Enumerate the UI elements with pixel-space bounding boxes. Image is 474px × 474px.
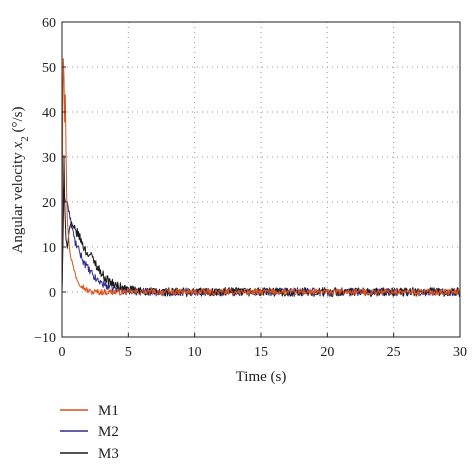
y-tick-label: 10 xyxy=(42,241,56,256)
y-tick-label: 40 xyxy=(42,106,56,121)
y-ticks: −10 0 10 20 30 40 50 60 xyxy=(34,16,66,346)
x-tick-label: 0 xyxy=(59,345,66,360)
x-ticks: 0 5 10 15 20 25 30 xyxy=(59,333,467,360)
legend-label-m1: M1 xyxy=(98,403,119,419)
x-tick-label: 10 xyxy=(188,345,202,360)
y-axis-label: Angular velocity x2 (°/s) xyxy=(10,107,31,254)
legend-item-m1: M1 xyxy=(60,403,119,419)
series-line-m3 xyxy=(61,154,461,297)
y-tick-label: 50 xyxy=(42,61,56,76)
x-tick-label: 5 xyxy=(125,345,132,360)
series-lines xyxy=(61,58,461,297)
y-tick-label: 20 xyxy=(42,196,56,211)
legend-item-m2: M2 xyxy=(60,424,119,440)
y-tick-label: 30 xyxy=(42,151,56,166)
y-axis-label-sub: 2 xyxy=(19,136,31,142)
series-line-m1 xyxy=(61,58,461,296)
series-line-m2 xyxy=(61,184,461,297)
y-tick-label: −10 xyxy=(34,331,56,346)
legend-label-m2: M2 xyxy=(98,424,119,440)
legend-item-m3: M3 xyxy=(60,446,119,462)
legend-label-m3: M3 xyxy=(98,446,119,462)
x-tick-label: 25 xyxy=(387,345,401,360)
x-tick-label: 20 xyxy=(320,345,334,360)
y-axis-label-suffix: (°/s) xyxy=(10,107,26,137)
x-axis-label: Time (s) xyxy=(236,369,287,385)
y-tick-label: 60 xyxy=(42,16,56,31)
x-tick-label: 15 xyxy=(254,345,268,360)
y-axis-label-var: x xyxy=(10,141,26,149)
y-axis-label-prefix: Angular velocity xyxy=(10,148,26,253)
x-tick-label: 30 xyxy=(453,345,467,360)
y-tick-label: 0 xyxy=(49,286,56,301)
legend: M1 M2 M3 xyxy=(60,403,119,462)
